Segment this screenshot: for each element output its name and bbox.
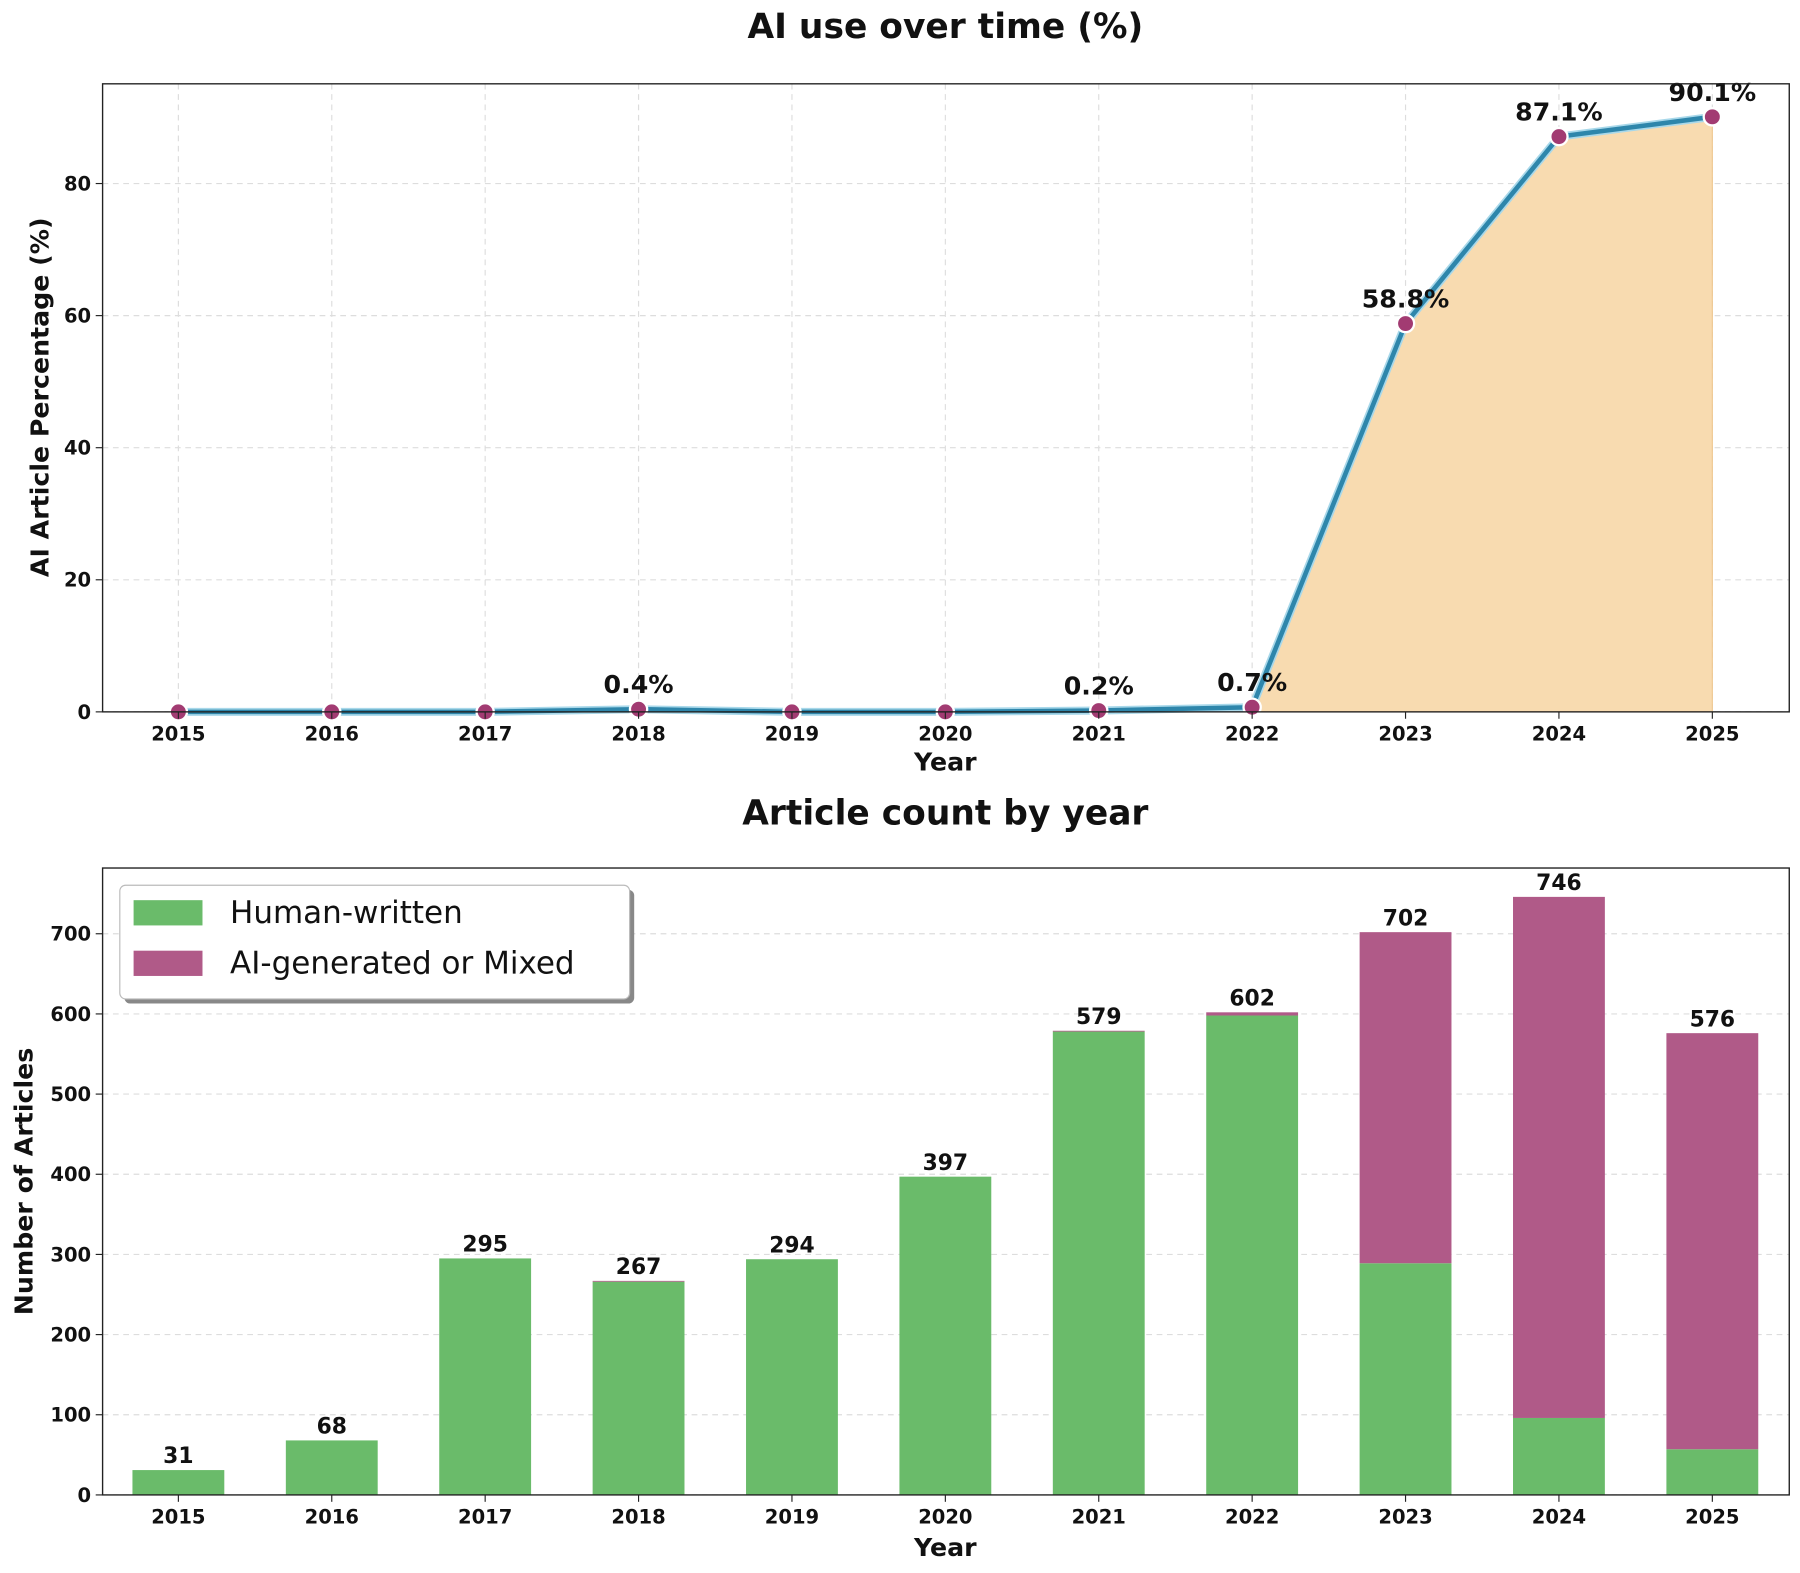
bar-ai	[1359, 932, 1452, 1264]
x-tick-label: 2022	[1225, 1506, 1279, 1529]
legend-swatch	[133, 950, 203, 976]
x-tick-label: 2021	[1072, 723, 1126, 746]
bar-total-label: 294	[769, 1233, 815, 1258]
y-tick-label: 40	[64, 437, 91, 460]
bar-ai	[1666, 1033, 1759, 1450]
y-tick-label: 60	[64, 305, 91, 328]
bar-total-label: 702	[1383, 906, 1429, 931]
bar-human	[132, 1470, 225, 1495]
x-tick-label: 2024	[1532, 1506, 1586, 1529]
bar-total-label: 267	[616, 1255, 662, 1280]
bar-human	[1052, 1031, 1145, 1495]
x-tick-label: 2019	[765, 723, 819, 746]
x-tick-label: 2022	[1225, 723, 1279, 746]
bar-total-label: 68	[317, 1415, 347, 1440]
x-tick-label: 2015	[151, 1506, 205, 1529]
bar-total-label: 397	[923, 1151, 969, 1176]
y-tick-label: 200	[50, 1323, 91, 1346]
x-tick-label: 2016	[305, 723, 359, 746]
bar-human	[746, 1259, 838, 1495]
bar-human	[1513, 1417, 1605, 1495]
x-tick-label: 2017	[458, 723, 512, 746]
bar-total-label: 602	[1229, 986, 1274, 1011]
area-fill	[1251, 116, 1713, 713]
bar-total-label: 31	[163, 1444, 193, 1469]
line-chart: AI use over time (%) Year AI Article Per…	[26, 7, 1790, 776]
bar-ai	[1513, 896, 1605, 1418]
legend: Human-written AI-generated or Mixed	[119, 884, 635, 1004]
x-tick-label: 2019	[765, 1506, 819, 1529]
bar-human	[1206, 1015, 1299, 1495]
bar-chart-title: Article count by year	[742, 793, 1148, 833]
x-tick-label: 2024	[1532, 723, 1586, 746]
x-tick-label: 2018	[611, 1506, 665, 1529]
x-tick-label: 2025	[1685, 723, 1739, 746]
x-tick-label: 2015	[151, 723, 205, 746]
y-tick-label: 500	[50, 1083, 91, 1106]
x-tick-label: 2023	[1378, 1506, 1432, 1529]
bar-total-label: 579	[1076, 1005, 1122, 1030]
x-tick-label: 2021	[1072, 1506, 1126, 1529]
bar-total-label: 295	[462, 1233, 508, 1258]
legend-box	[119, 884, 631, 1000]
bar-ai	[1052, 1030, 1145, 1032]
data-label: 0.2%	[1064, 671, 1134, 700]
y-tick-label: 300	[50, 1243, 91, 1266]
plot-frame	[101, 867, 1790, 1496]
x-tick-label: 2023	[1378, 723, 1432, 746]
x-tick-label: 2020	[918, 723, 972, 746]
bar-total-label: 746	[1536, 871, 1581, 896]
data-label: 90.1%	[1669, 78, 1757, 107]
legend-label: AI-generated or Mixed	[230, 946, 575, 982]
data-label: 0.4%	[604, 670, 674, 699]
x-tick-label: 2018	[611, 723, 665, 746]
bar-ai	[592, 1280, 685, 1282]
line-chart-ylabel: AI Article Percentage (%)	[26, 217, 55, 577]
y-tick-label: 700	[50, 923, 91, 946]
plot-frame	[101, 83, 1790, 713]
data-label: 0.7%	[1217, 668, 1287, 697]
y-tick-label: 0	[78, 1484, 92, 1507]
bar-chart-xlabel: Year	[913, 1533, 977, 1562]
x-tick-label: 2017	[458, 1506, 512, 1529]
data-label: 87.1%	[1515, 98, 1603, 127]
y-tick-label: 600	[50, 1003, 91, 1026]
data-point	[1549, 126, 1569, 147]
x-tick-label: 2016	[305, 1506, 359, 1529]
x-tick-label: 2025	[1685, 1506, 1739, 1529]
line-chart-title: AI use over time (%)	[747, 7, 1143, 47]
y-tick-label: 400	[50, 1163, 91, 1186]
data-point	[1088, 700, 1109, 721]
y-tick-label: 80	[64, 172, 91, 195]
bar-total-label: 576	[1690, 1007, 1736, 1032]
bar-human	[1666, 1449, 1759, 1495]
data-point	[1702, 107, 1723, 127]
bar-human	[592, 1281, 685, 1495]
bar-ai	[1206, 1012, 1299, 1016]
legend-label: Human-written	[230, 895, 463, 931]
bar-human	[439, 1258, 532, 1495]
x-tick-label: 2020	[918, 1506, 972, 1529]
bar-chart-ylabel: Number of Articles	[10, 1048, 39, 1315]
y-tick-label: 100	[50, 1404, 91, 1427]
line-chart-xlabel: Year	[913, 747, 977, 776]
bar-human	[1359, 1263, 1452, 1495]
y-tick-label: 0	[78, 701, 92, 724]
bar-human	[285, 1440, 378, 1495]
bar-human	[899, 1176, 992, 1495]
bar-chart: Article count by year Year Number of Art…	[10, 793, 1790, 1562]
data-point	[1395, 313, 1416, 334]
y-tick-label: 20	[64, 569, 91, 592]
data-label: 58.8%	[1362, 284, 1450, 313]
legend-swatch	[133, 900, 203, 926]
